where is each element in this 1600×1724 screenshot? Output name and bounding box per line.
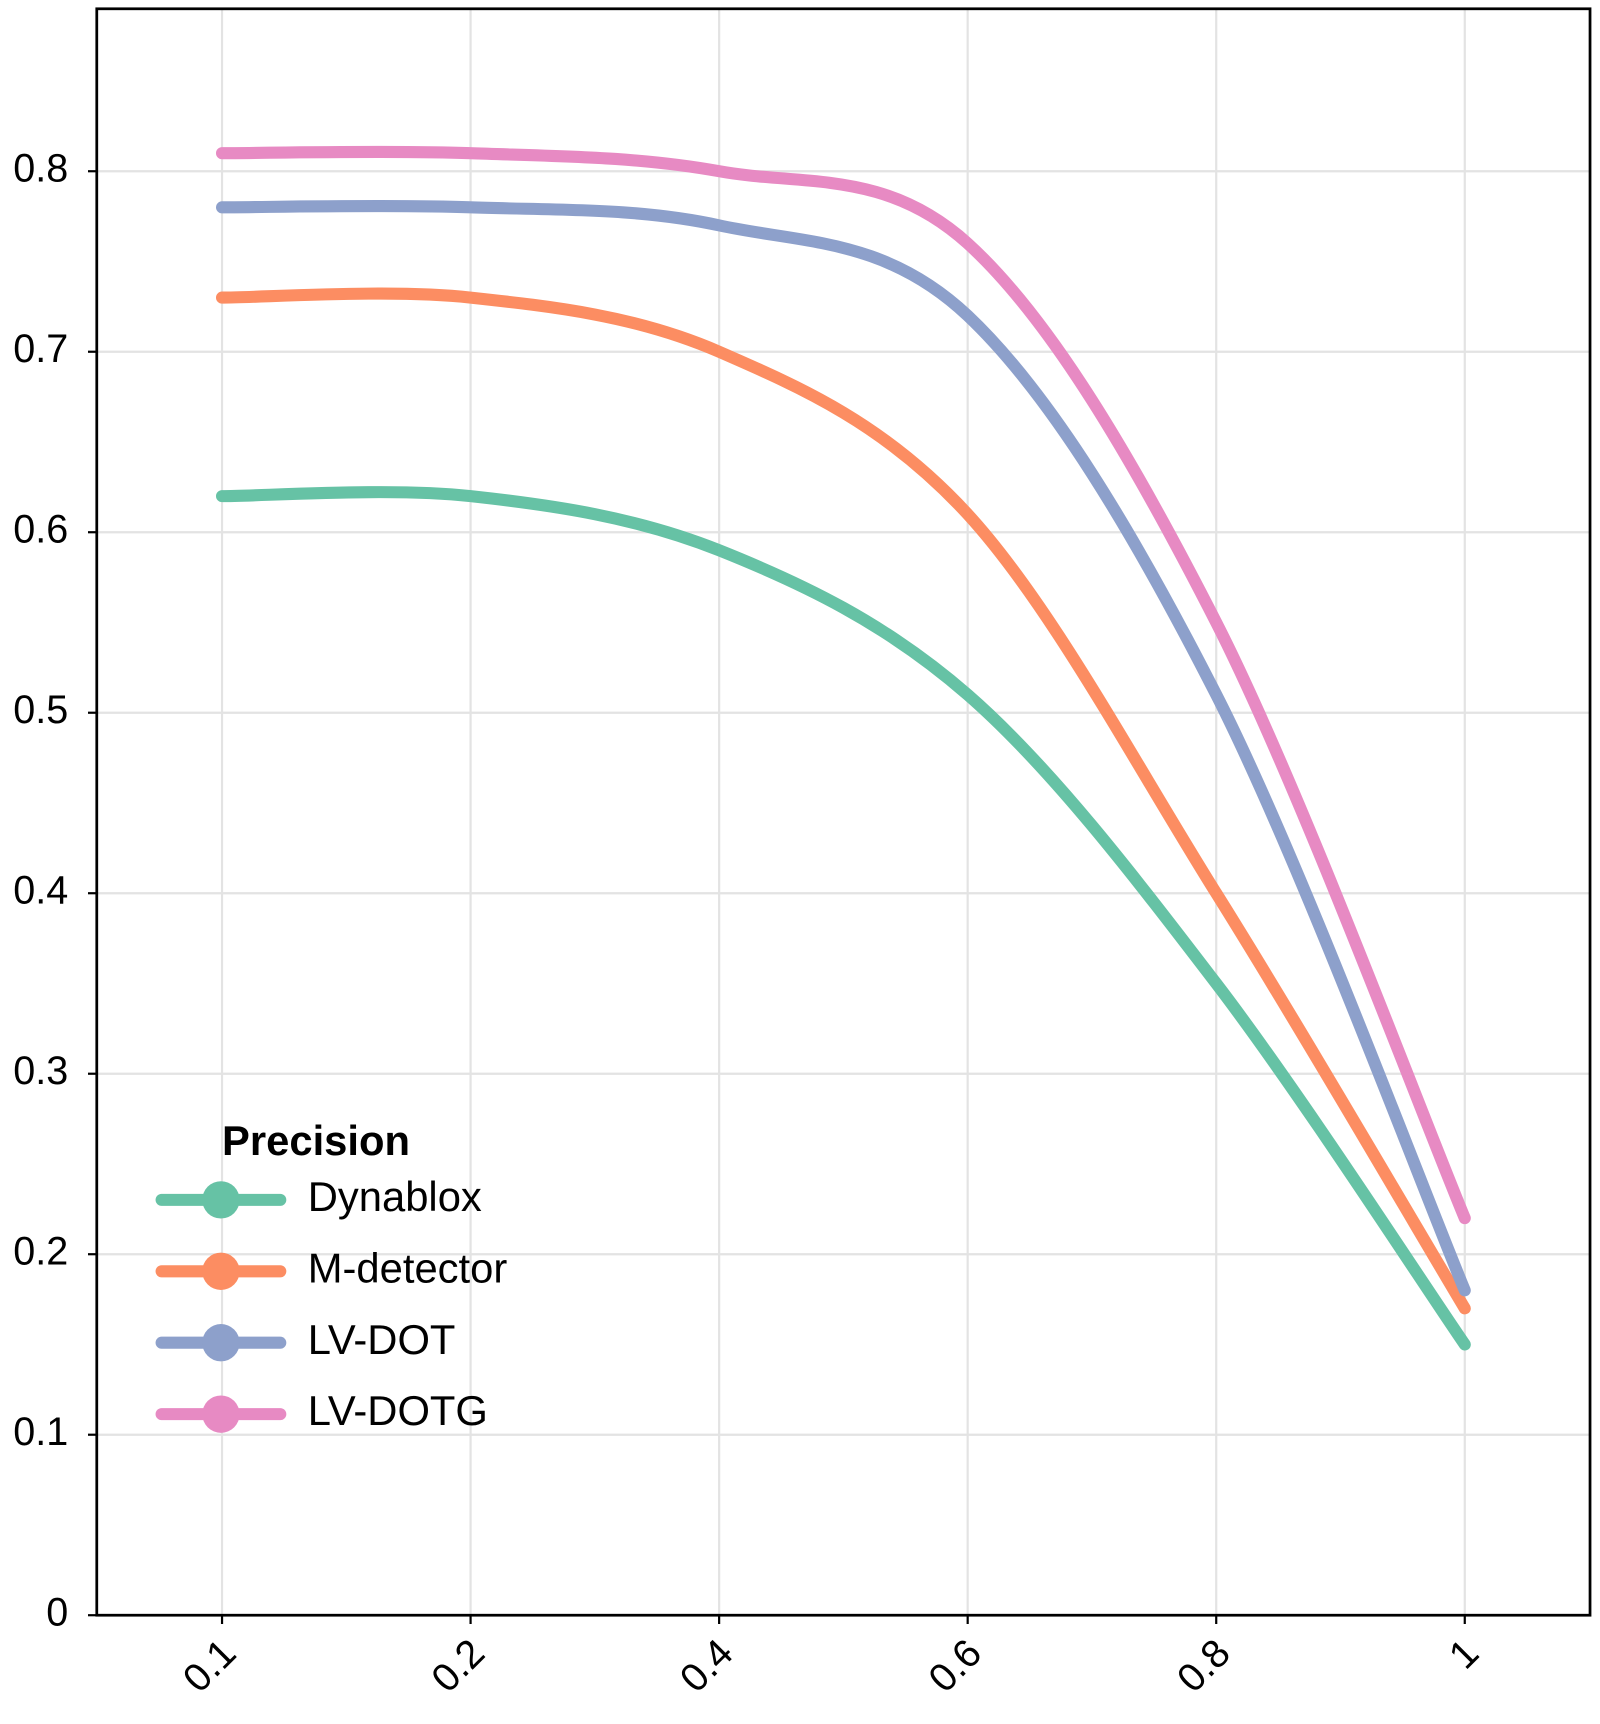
legend-title: Precision [222, 1117, 410, 1164]
x-tick-label: 1 [1441, 1631, 1488, 1678]
x-tick-label: 0.1 [175, 1631, 245, 1701]
legend-marker [202, 1324, 240, 1362]
legend-label: M-detector [308, 1244, 508, 1291]
legend-item: LV-DOT [155, 1316, 456, 1363]
series-line [215, 199, 1471, 1297]
y-tick-label: 0.6 [13, 508, 68, 552]
plot-area [96, 8, 1591, 1616]
legend-item: LV-DOTG [155, 1387, 488, 1434]
legend-item: Dynablox [155, 1173, 482, 1220]
legend-label: LV-DOTG [308, 1387, 488, 1434]
y-tick-label: 0.2 [13, 1230, 68, 1274]
x-tick-label: 0.4 [672, 1631, 742, 1701]
legend-marker [202, 1252, 240, 1290]
y-tick-label: 0.1 [13, 1410, 68, 1454]
legend-label: Dynablox [308, 1173, 482, 1220]
y-tick-label: 0.8 [13, 147, 68, 191]
legend-item: M-detector [155, 1244, 508, 1291]
y-tick-label: 0.5 [13, 688, 68, 732]
y-tick-label: 0.4 [13, 869, 68, 913]
series-line [215, 486, 1471, 1351]
y-tick-label: 0 [46, 1591, 68, 1635]
legend-label: LV-DOT [308, 1316, 456, 1363]
series-line [215, 145, 1471, 1225]
plot-frame [95, 7, 1592, 1617]
x-tick-label: 0.6 [920, 1631, 990, 1701]
series-line [215, 287, 1471, 1315]
y-tick-label: 0.3 [13, 1049, 68, 1093]
legend-marker [202, 1395, 240, 1433]
y-tick-label: 0.7 [13, 327, 68, 371]
x-tick-label: 0.8 [1169, 1631, 1239, 1701]
x-tick-label: 0.2 [423, 1631, 493, 1701]
legend-marker [202, 1181, 240, 1219]
